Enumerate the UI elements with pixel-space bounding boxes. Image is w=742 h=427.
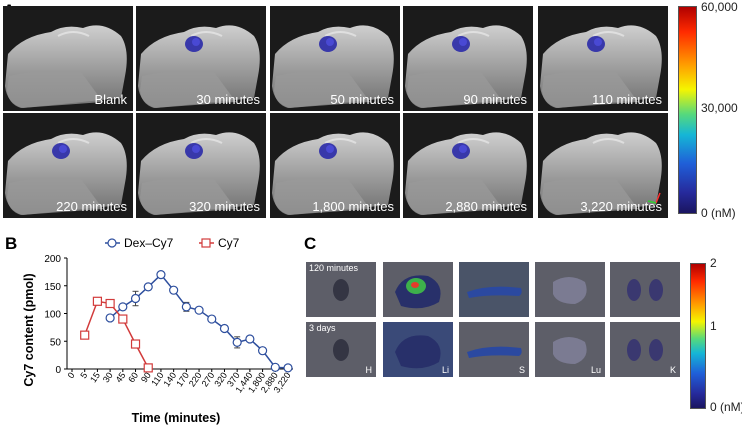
data-point	[130, 339, 141, 349]
data-point	[105, 298, 115, 309]
colorbar-a-max: 60,000	[701, 0, 738, 14]
organ-row-label: 3 days	[309, 323, 336, 333]
mouse-image-tile: 90 minutes	[403, 6, 533, 111]
y-tick-label: 50	[50, 337, 62, 348]
colorbar-c-max: 2	[710, 256, 717, 270]
data-point	[105, 313, 115, 323]
organ-image-tile: K	[610, 322, 680, 377]
x-tick-label: 30	[101, 370, 115, 384]
data-point	[232, 337, 242, 347]
mouse-image-tile: 320 minutes	[136, 113, 266, 218]
y-axis-title: Cy7 content (pmol)	[22, 273, 36, 386]
y-tick-label: 0	[55, 365, 61, 376]
time-point-label: 90 minutes	[463, 92, 527, 107]
legend-cy7-marker	[201, 238, 211, 248]
time-point-label: 320 minutes	[189, 199, 260, 214]
mouse-image-tile: 3,220 minutes	[538, 113, 668, 218]
mouse-image-tile: 50 minutes	[270, 6, 400, 111]
x-tick-label: 15	[88, 370, 102, 384]
data-point	[283, 363, 293, 373]
data-point	[143, 282, 153, 292]
series-line	[84, 300, 149, 369]
organ-image-tile: 120 minutes	[306, 262, 376, 317]
y-tick-label: 100	[44, 310, 61, 321]
data-point	[118, 314, 128, 324]
data-point	[130, 293, 141, 304]
colorbar-c-mid: 1	[710, 319, 717, 333]
y-tick-label: 200	[44, 254, 61, 265]
data-point	[245, 334, 255, 344]
colorbar-a-mid: 30,000	[701, 101, 738, 115]
data-point	[270, 362, 280, 372]
organ-label: Lu	[590, 365, 601, 375]
data-point	[207, 314, 217, 324]
x-tick-label: 90	[139, 370, 153, 384]
time-point-label: 2,880 minutes	[445, 199, 527, 214]
x-tick-label: 0	[66, 370, 77, 380]
data-point	[118, 302, 128, 312]
legend-cy7-label: Cy7	[218, 236, 240, 250]
legend-dex-marker	[107, 238, 117, 248]
organ-row-label: 120 minutes	[309, 263, 359, 273]
data-point	[257, 346, 268, 356]
x-tick-label: 5	[78, 370, 89, 380]
panel-c-letter: C	[304, 234, 317, 253]
data-point	[181, 302, 191, 312]
organ-image-tile: Li	[383, 322, 453, 377]
data-point	[143, 363, 153, 373]
mouse-image-tile: 30 minutes	[136, 6, 266, 111]
data-point	[219, 323, 230, 334]
data-point	[92, 296, 103, 306]
panel-a-colorbar	[678, 6, 697, 214]
x-tick-label: 60	[126, 370, 140, 384]
time-point-label: 110 minutes	[592, 92, 662, 107]
organ-image-tile	[610, 262, 680, 317]
colorbar-a-min: 0 (nM)	[701, 206, 736, 220]
organ-image-tile	[535, 262, 605, 317]
time-point-label: 1,800 minutes	[312, 199, 394, 214]
time-point-label: 50 minutes	[330, 92, 394, 107]
time-point-label: 220 minutes	[56, 199, 127, 214]
y-tick-label: 150	[44, 282, 61, 293]
time-point-label: 30 minutes	[196, 92, 260, 107]
x-axis-title: Time (minutes)	[132, 411, 221, 425]
organ-label: H	[365, 365, 373, 375]
x-tick-label: 45	[114, 370, 128, 384]
colorbar-c-min: 0 (nM)	[710, 400, 742, 414]
mouse-image-tile: 1,800 minutes	[270, 113, 400, 218]
data-point	[156, 270, 166, 280]
panel-c-colorbar	[690, 263, 706, 409]
organ-label: K	[669, 365, 676, 375]
organ-image-tile: Lu	[535, 322, 605, 377]
mouse-image-tile: Blank	[3, 6, 133, 111]
mouse-image-tile: 220 minutes	[3, 113, 133, 218]
time-point-label: Blank	[94, 92, 127, 107]
panel-b-letter: B	[5, 234, 18, 253]
data-point	[169, 285, 179, 295]
data-point	[194, 305, 204, 315]
organ-image-tile: 3 days H	[306, 322, 376, 377]
time-point-label: 3,220 minutes	[580, 199, 662, 214]
mouse-image-tile: 2,880 minutes	[403, 113, 533, 218]
legend-dex-label: Dex–Cy7	[124, 236, 174, 250]
organ-label: Li	[441, 365, 449, 375]
organ-image-tile	[383, 262, 453, 317]
organ-label: S	[518, 365, 525, 375]
data-point	[80, 330, 90, 340]
organ-image-tile	[459, 262, 529, 317]
mouse-image-tile: 110 minutes	[538, 6, 668, 111]
organ-image-tile: S	[459, 322, 529, 377]
